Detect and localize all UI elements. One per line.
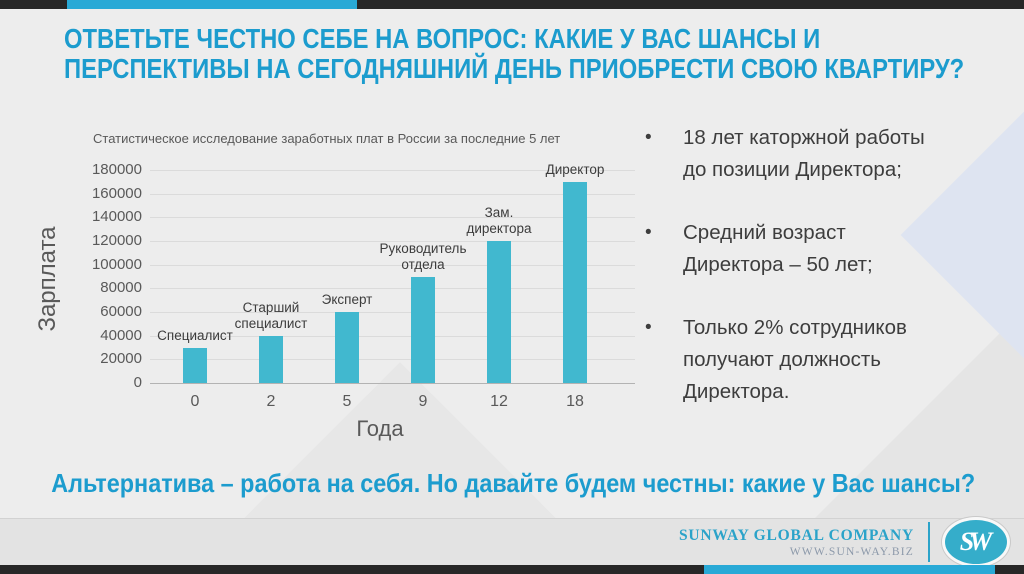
top-accent-bar	[0, 0, 1024, 9]
bar	[487, 241, 511, 383]
chart-title: Статистическое исследование заработных п…	[93, 131, 561, 146]
bar-label-text: Руководитель отдела	[379, 240, 467, 272]
bar	[183, 347, 207, 383]
bullet-text: Средний возраст Директора – 50 лет;	[683, 221, 873, 276]
sunway-logo-icon: SW	[942, 517, 1010, 567]
gridline	[150, 170, 635, 171]
y-tick-label: 80000	[100, 279, 142, 297]
footer: SUNWAY GLOBAL COMPANY WWW.SUN-WAY.BIZ SW	[0, 517, 1024, 567]
x-tick-label: 5	[342, 393, 352, 410]
bar-label: Руководитель отдела	[363, 241, 483, 273]
x-tick-label: 12	[490, 393, 508, 410]
x-axis-title: Года	[356, 416, 404, 441]
bullet-text: 18 лет каторжной работы до позиции Дирек…	[683, 126, 925, 181]
bottom-accent-bar	[0, 565, 1024, 574]
y-tick-label: 60000	[100, 303, 142, 320]
y-tick-label: 180000	[91, 161, 142, 178]
y-tick-label: 120000	[91, 232, 142, 249]
company-name: SUNWAY GLOBAL COMPANY	[679, 526, 914, 544]
bullet-item: • Только 2% сотрудников получают должност…	[645, 312, 995, 408]
y-tick-label: 160000	[91, 184, 142, 202]
bullet-dot-icon: •	[645, 317, 652, 338]
y-axis-title: Зарплата	[34, 226, 61, 332]
bar-label-text: Эксперт	[321, 292, 373, 307]
bar-label: Зам. директора	[439, 205, 559, 237]
gridline	[150, 288, 635, 290]
gridline	[150, 312, 635, 313]
bar	[563, 181, 587, 383]
bar-label: Специалист	[135, 328, 255, 344]
bar-label-text: Зам. директора	[466, 205, 532, 236]
bottom-statement: Альтернатива – работа на себя. Но давайт…	[51, 468, 976, 498]
bullet-item: • Средний возраст Директора – 50 лет;	[645, 217, 995, 281]
bullet-dot-icon: •	[645, 127, 652, 148]
gridline	[150, 241, 635, 242]
y-tick-label: 0	[133, 374, 142, 391]
logo-monogram: SW	[959, 527, 993, 556]
company-website: WWW.SUN-WAY.BIZ	[789, 545, 914, 558]
x-tick-label: 9	[418, 393, 428, 410]
gridline	[150, 383, 635, 384]
bar	[259, 335, 283, 383]
bullet-list: • 18 лет каторжной работы до позиции Дире…	[645, 122, 995, 439]
page-title-line-1: ОТВЕТЬТЕ ЧЕСТНО СЕБЕ НА ВОПРОС: КАКИЕ У …	[64, 23, 821, 54]
bullet-item: • 18 лет каторжной работы до позиции Дире…	[645, 122, 995, 186]
footer-divider	[928, 522, 930, 562]
y-tick-label: 140000	[91, 208, 142, 226]
x-tick-label: 2	[266, 393, 276, 410]
bar	[335, 312, 359, 383]
page-title: ОТВЕТЬТЕ ЧЕСТНО СЕБЕ НА ВОПРОС: КАКИЕ У …	[64, 24, 1024, 84]
footer-text-block: SUNWAY GLOBAL COMPANY WWW.SUN-WAY.BIZ	[679, 527, 914, 558]
bullet-text: Только 2% сотрудников получают должность…	[683, 316, 907, 403]
bar-label-text: Старший специалист	[234, 299, 308, 331]
gridline	[150, 335, 635, 337]
top-accent-teal-segment	[67, 0, 357, 9]
y-tick-label: 20000	[100, 350, 142, 368]
x-tick-label: 0	[190, 393, 200, 410]
page-title-line-2: ПЕРСПЕКТИВЫ НА СЕГОДНЯШНИЙ ДЕНЬ ПРИОБРЕС…	[64, 53, 965, 84]
y-tick-label: 100000	[91, 255, 142, 273]
bar-label-text: Специалист	[157, 327, 233, 343]
bar-label: Директор	[515, 162, 635, 178]
bar-label: Старший специалист	[211, 300, 331, 332]
gridline	[150, 217, 635, 219]
gridline	[150, 264, 635, 266]
gridline	[150, 193, 635, 195]
x-tick-label: 18	[566, 393, 584, 410]
y-tick-label: 40000	[100, 326, 142, 344]
gridline	[150, 359, 635, 361]
bullet-dot-icon: •	[645, 222, 652, 243]
bar-label: Эксперт	[287, 292, 407, 308]
bar	[411, 276, 435, 383]
bottom-accent-teal-segment	[704, 565, 995, 574]
bar-label-text: Директор	[545, 161, 605, 177]
